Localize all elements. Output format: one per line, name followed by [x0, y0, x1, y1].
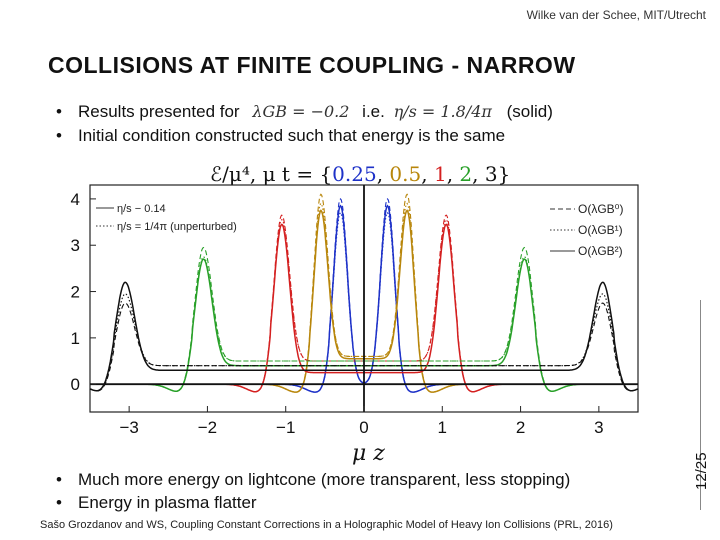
- bullet-plasma: • Energy in plasma flatter: [56, 493, 257, 513]
- chart-title-time-2: 2: [459, 162, 472, 186]
- header-author: Wilke van der Schee, MIT/Utrecht: [526, 8, 706, 22]
- bullet-text: Initial condition constructed such that …: [78, 126, 506, 145]
- legend-right-label: O(λGB²): [578, 244, 623, 258]
- bullet-text-mid: i.e.: [362, 102, 385, 121]
- bullet-dot: •: [56, 493, 62, 512]
- bullet-dot: •: [56, 126, 62, 145]
- x-tick-label: 3: [594, 418, 603, 437]
- legend-left-label: η/s − 0.14: [117, 203, 166, 215]
- x-tick-label: −3: [119, 418, 138, 437]
- chart-title-time-0.5: 0.5: [389, 162, 421, 186]
- chart-title-time-1: 1: [434, 162, 447, 186]
- bullet-text: Much more energy on lightcone (more tran…: [78, 470, 571, 489]
- side-rule: [700, 300, 701, 510]
- axes: −3 −2 −1 0 1 2 3 0 1 2 3 4 μ z: [71, 185, 638, 466]
- y-tick-label: 1: [71, 329, 80, 348]
- chart-title-sep: ,: [377, 162, 390, 186]
- bullet-text-before: Results presented for: [78, 102, 240, 121]
- x-tick-label: −2: [198, 418, 217, 437]
- eta-over-s-formula: η/s = 1.8/4π: [393, 102, 492, 121]
- bullet-initial-condition: • Initial condition constructed such that…: [56, 126, 505, 146]
- lambda-gb-formula: λGB = −0.2: [252, 102, 350, 121]
- legend-left-label: η/s = 1/4π (unperturbed): [117, 221, 237, 233]
- x-tick-label: −1: [276, 418, 295, 437]
- legends: η/s − 0.14 η/s = 1/4π (unperturbed) O(λGB⁰…: [96, 202, 623, 258]
- legend-right-label: O(λGB⁰): [578, 202, 623, 216]
- page-number: 12/25: [693, 452, 710, 490]
- x-axis-label: μ z: [352, 441, 385, 466]
- chart-title: ℰ/μ⁴, μ t = {0.25, 0.5, 1, 2, 3}: [210, 162, 510, 186]
- bullet-dot: •: [56, 470, 62, 489]
- bullet-text: Energy in plasma flatter: [78, 493, 257, 512]
- chart-title-prefix: ℰ/μ⁴, μ t = {: [210, 162, 332, 186]
- chart-title-sep: }: [498, 162, 511, 186]
- bullet-lightcone: • Much more energy on lightcone (more tra…: [56, 470, 570, 490]
- citation: Sašo Grozdanov and WS, Coupling Constant…: [40, 519, 613, 531]
- bullet-text-after: (solid): [506, 102, 553, 121]
- chart-title-text: ℰ/μ⁴, μ t = {0.25, 0.5, 1, 2, 3}: [210, 162, 510, 186]
- chart-title-time-3: 3: [485, 162, 498, 186]
- x-tick-label: 2: [516, 418, 525, 437]
- y-tick-label: 2: [71, 283, 80, 302]
- slide-title: COLLISIONS AT FINITE COUPLING - NARROW: [48, 52, 576, 78]
- chart-title-sep: ,: [472, 162, 485, 186]
- y-tick-label: 3: [71, 236, 80, 255]
- chart-title-sep: ,: [421, 162, 434, 186]
- y-tick-label: 0: [71, 375, 80, 394]
- x-tick-label: 1: [438, 418, 447, 437]
- chart-title-time-0.25: 0.25: [332, 162, 377, 186]
- legend-right-label: O(λGB¹): [578, 223, 623, 237]
- y-tick-label: 4: [71, 190, 80, 209]
- chart-title-sep: ,: [447, 162, 460, 186]
- bullet-dot: •: [56, 102, 62, 121]
- x-tick-label: 0: [359, 418, 368, 437]
- bullet-results: • Results presented for λGB = −0.2 i.e. η…: [56, 102, 553, 122]
